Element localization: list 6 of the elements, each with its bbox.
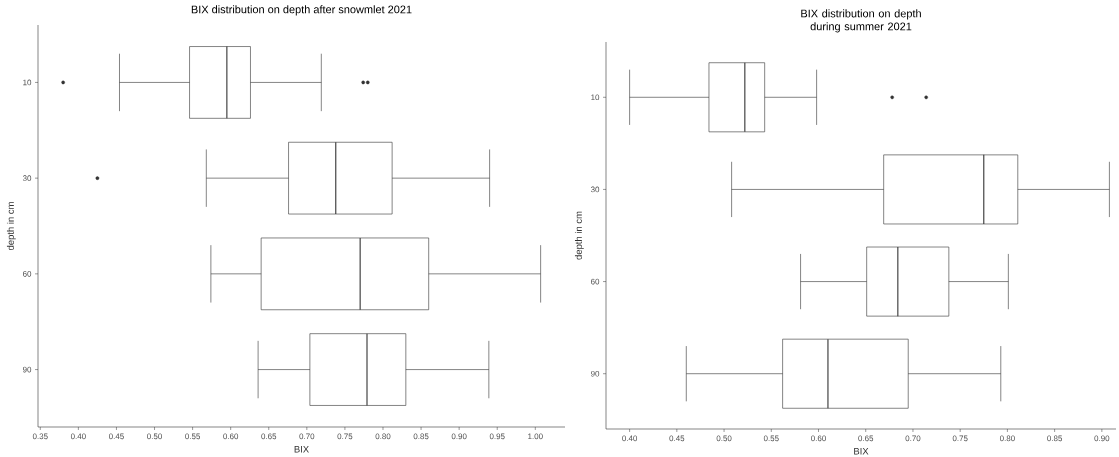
x-axis-title: BIX (854, 448, 869, 455)
chart-title: BIX distribution on depth after snowmlet 2021 (191, 5, 412, 16)
y-axis-title: depth in cm (574, 211, 584, 260)
chart-title: BIX distribution on depth during summer 2021 (801, 9, 921, 33)
y-axis-title: depth in cm (6, 202, 16, 251)
x-axis-title: BIX (294, 446, 309, 453)
